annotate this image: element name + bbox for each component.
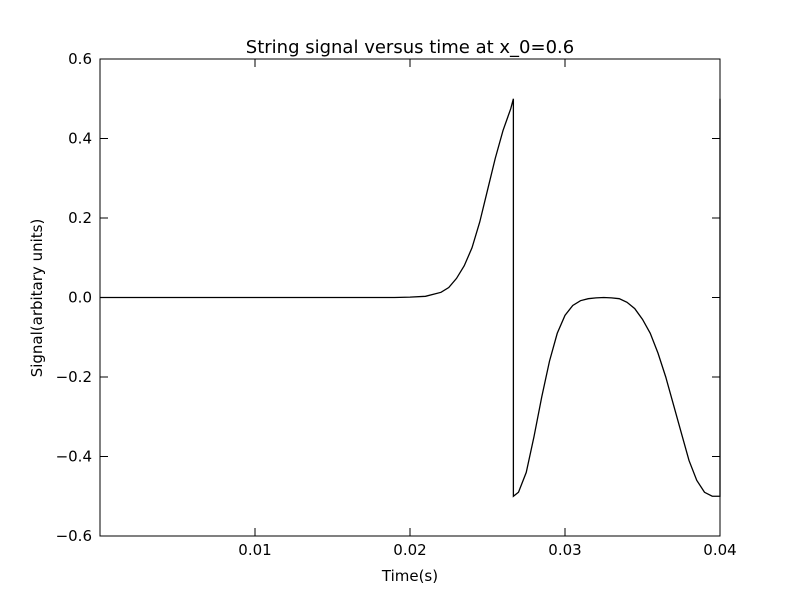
- x-tick-label: 0.02: [393, 541, 426, 559]
- plot-frame: [99, 58, 721, 537]
- chart-title: String signal versus time at x_0=0.6: [246, 37, 574, 58]
- y-tick-label: 0.0: [68, 289, 92, 307]
- tick-labels: 0.01 0.02 0.03 0.04 −0.6 −0.4 −0.2 0.0 0.2 0.4 0.6: [56, 50, 737, 559]
- x-tick-label: 0.03: [548, 541, 581, 559]
- y-axis-label: Signal(arbitary units): [28, 219, 46, 378]
- y-tick-label: −0.2: [56, 368, 92, 386]
- x-tick-label: 0.01: [238, 541, 271, 559]
- y-tick-label: 0.4: [68, 130, 92, 148]
- x-tick-label: 0.04: [703, 541, 736, 559]
- x-axis-label: Time(s): [381, 567, 438, 585]
- y-tick-label: −0.4: [56, 448, 92, 466]
- y-tick-label: −0.6: [56, 527, 92, 545]
- y-tick-label: 0.2: [68, 209, 92, 227]
- y-tick-label: 0.6: [68, 50, 92, 68]
- signal-line: [100, 98, 721, 498]
